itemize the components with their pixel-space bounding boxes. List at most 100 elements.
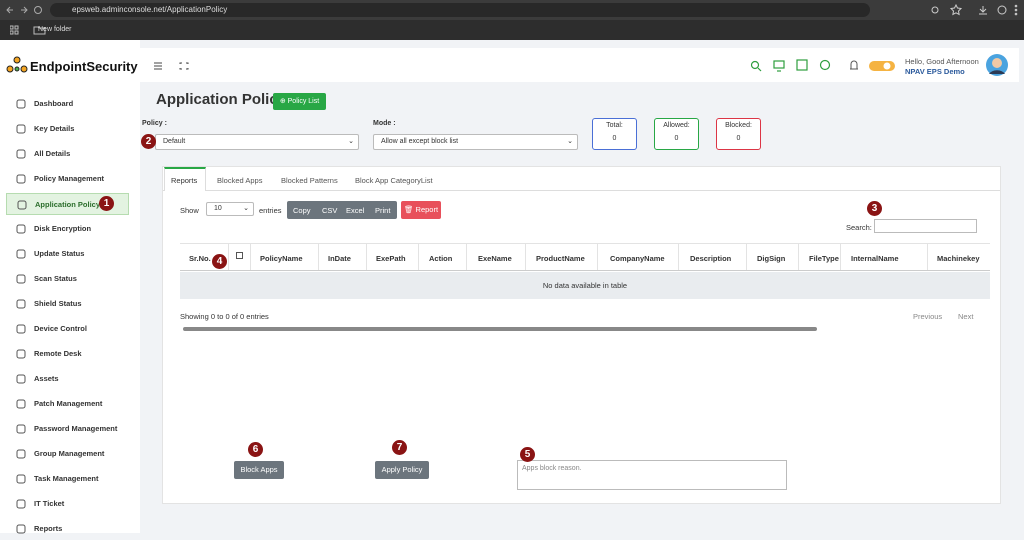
nav-icon bbox=[16, 424, 26, 434]
nav-item[interactable]: Shield Status bbox=[6, 293, 129, 315]
nav-item[interactable]: Patch Management bbox=[6, 393, 129, 415]
column-divider bbox=[840, 243, 841, 270]
stat-box: Blocked: 0 bbox=[716, 118, 761, 150]
button-label: Policy List bbox=[288, 98, 320, 105]
column-header: Machinekey bbox=[937, 254, 980, 263]
apply-policy-button[interactable]: Apply Policy bbox=[375, 461, 429, 479]
nav-item[interactable]: Scan Status bbox=[6, 268, 129, 290]
column-divider bbox=[250, 243, 251, 270]
nav-item[interactable]: All Details bbox=[6, 143, 129, 165]
column-header: CompanyName bbox=[610, 254, 665, 263]
nav-label: Patch Management bbox=[34, 399, 102, 408]
nav-item[interactable]: Dashboard bbox=[6, 93, 129, 115]
nav-icon bbox=[17, 200, 27, 210]
column-divider bbox=[597, 243, 598, 270]
nav-item[interactable]: Policy Management bbox=[6, 168, 129, 190]
length-select[interactable]: 10⌄ bbox=[206, 202, 254, 216]
nav-item[interactable]: Assets bbox=[6, 368, 129, 390]
marker: 4 bbox=[212, 254, 227, 269]
column-header: InternalName bbox=[851, 254, 899, 263]
nav-icon bbox=[16, 174, 26, 184]
marker: 6 bbox=[248, 442, 263, 457]
user-name: NPAV EPS Demo bbox=[905, 67, 965, 76]
nav-label: Group Management bbox=[34, 449, 104, 458]
marker: 2 bbox=[141, 134, 156, 149]
nav-label: Dashboard bbox=[34, 99, 73, 108]
export-button[interactable]: Copy bbox=[293, 206, 311, 215]
policy-select[interactable]: Default⌄ bbox=[155, 134, 359, 150]
nav-item[interactable]: Disk Encryption bbox=[6, 218, 129, 240]
button-label: Report bbox=[416, 205, 439, 214]
nav-item[interactable]: Update Status bbox=[6, 243, 129, 265]
column-header: FileType bbox=[809, 254, 839, 263]
previous[interactable]: Previous bbox=[913, 312, 942, 321]
address-bar[interactable]: epsweb.adminconsole.net/ApplicationPolic… bbox=[50, 3, 870, 17]
nav-icon bbox=[16, 124, 26, 134]
stat-label: Total: bbox=[593, 122, 636, 129]
column-divider bbox=[927, 243, 928, 270]
nav-item[interactable]: IT Ticket bbox=[6, 493, 129, 515]
bookmark[interactable]: New folder bbox=[38, 26, 71, 33]
column-divider bbox=[798, 243, 799, 270]
select-value: Allow all except block list bbox=[381, 138, 458, 145]
nav-label: Reports bbox=[34, 524, 62, 533]
avatar[interactable] bbox=[985, 53, 1009, 77]
tab[interactable]: Blocked Apps bbox=[217, 176, 262, 185]
header-controls[interactable] bbox=[154, 62, 194, 70]
nav-item[interactable]: Group Management bbox=[6, 443, 129, 465]
nav-label: IT Ticket bbox=[34, 499, 64, 508]
nav-buttons[interactable] bbox=[6, 5, 46, 15]
column-divider bbox=[525, 243, 526, 270]
search-label: Search: bbox=[846, 223, 872, 232]
mode-select[interactable]: Allow all except block list⌄ bbox=[373, 134, 578, 150]
nav-item[interactable]: Remote Desk bbox=[6, 343, 129, 365]
nav-label: Update Status bbox=[34, 249, 84, 258]
tab[interactable]: Block App CategoryList bbox=[355, 176, 433, 185]
logo-icon bbox=[6, 56, 28, 76]
select-all-checkbox[interactable] bbox=[236, 252, 243, 259]
next[interactable]: Next bbox=[958, 312, 973, 321]
stat-label: Blocked: bbox=[717, 122, 760, 129]
export-button[interactable]: Print bbox=[375, 206, 390, 215]
nav-icon bbox=[16, 99, 26, 109]
nav-icon bbox=[16, 249, 26, 259]
select-value: Default bbox=[163, 138, 185, 145]
scrollbar[interactable] bbox=[183, 327, 817, 331]
greeting: Hello, Good Afternoon bbox=[905, 57, 979, 66]
nav-item[interactable]: Password Management bbox=[6, 418, 129, 440]
stat-value: 0 bbox=[655, 135, 698, 142]
column-header: DigSign bbox=[757, 254, 785, 263]
column-divider bbox=[466, 243, 467, 270]
report-button[interactable]: 🗑 Report bbox=[401, 201, 441, 219]
browser-icons bbox=[930, 4, 1020, 16]
nav-item[interactable]: Key Details bbox=[6, 118, 129, 140]
export-button[interactable]: CSV bbox=[322, 206, 337, 215]
nav-icon bbox=[16, 324, 26, 334]
policy-list-button[interactable]: ⊕ Policy List bbox=[273, 93, 326, 110]
nav-label: Device Control bbox=[34, 324, 87, 333]
stat-label: Allowed: bbox=[655, 122, 698, 129]
nav-item[interactable]: Reports bbox=[6, 518, 129, 540]
stat-box: Total:0 bbox=[592, 118, 637, 150]
block-apps-button[interactable]: Block Apps bbox=[234, 461, 284, 479]
column-divider bbox=[318, 243, 319, 270]
nav-label: Disk Encryption bbox=[34, 224, 91, 233]
nav-item[interactable]: Task Management bbox=[6, 468, 129, 490]
tab[interactable]: Reports bbox=[171, 176, 197, 185]
policy-label: Policy : bbox=[142, 120, 167, 127]
export-button[interactable]: Excel bbox=[346, 206, 364, 215]
header-icons[interactable] bbox=[750, 59, 900, 73]
nav-label: Task Management bbox=[34, 474, 98, 483]
search-input[interactable] bbox=[874, 219, 977, 233]
nav-label: Scan Status bbox=[34, 274, 77, 283]
nav-label: Password Management bbox=[34, 424, 117, 433]
column-divider bbox=[366, 243, 367, 270]
stat-value: 0 bbox=[717, 135, 760, 142]
nav-icon bbox=[16, 474, 26, 484]
show-label: Show bbox=[180, 206, 199, 215]
empty-row: No data available in table bbox=[180, 272, 990, 299]
tab[interactable]: Blocked Patterns bbox=[281, 176, 338, 185]
nav-item[interactable]: Device Control bbox=[6, 318, 129, 340]
reason-textarea[interactable]: Apps block reason. bbox=[517, 460, 787, 490]
nav-label: Assets bbox=[34, 374, 59, 383]
